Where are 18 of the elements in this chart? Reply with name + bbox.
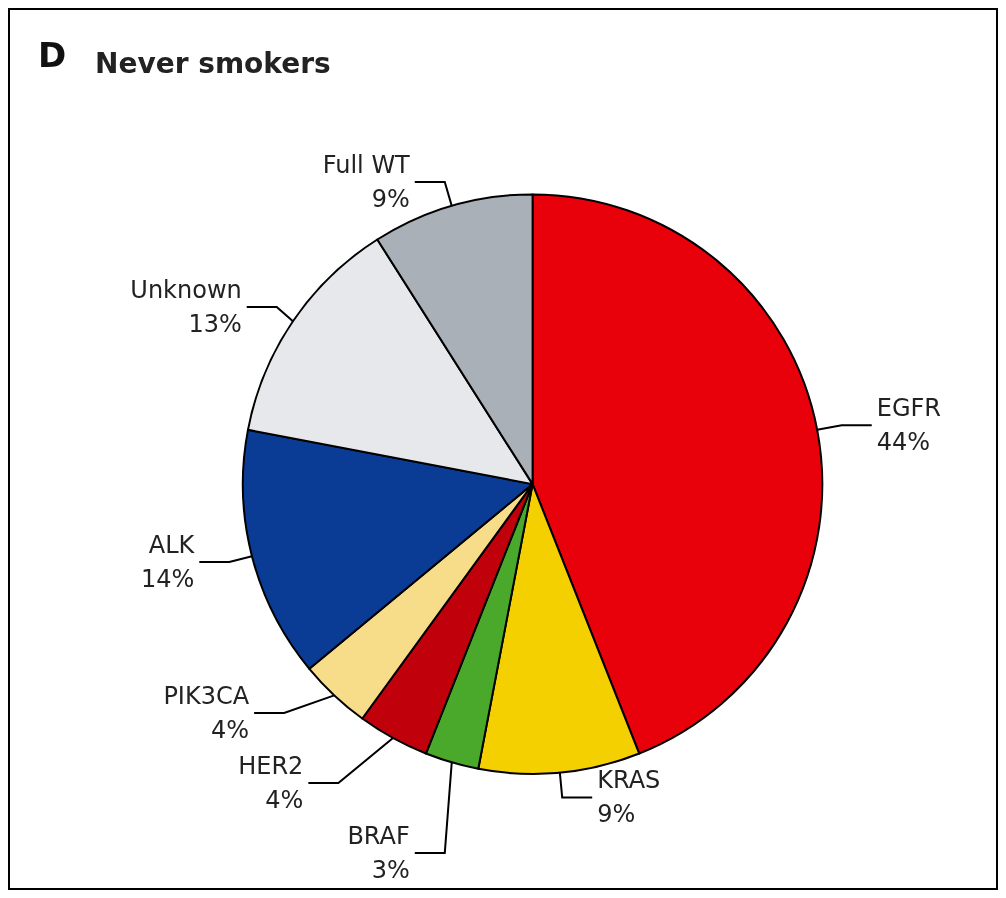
data-label: 13% [188,310,242,339]
data-label: 9% [371,184,410,213]
slice-label: KRAS [597,766,661,795]
slice-label: BRAF [347,822,410,850]
data-label: 44% [876,428,931,457]
data-label: 14% [140,564,195,593]
slice-label: Full WT [322,150,411,179]
data-label: 4% [265,786,304,814]
text: D [38,35,67,75]
slice-label: EGFR [876,394,941,423]
data-label: 3% [371,856,410,884]
slice-label: HER2 [238,752,304,780]
slice-label: Unknown [130,276,242,305]
slice-label: PIK3CA [163,682,250,710]
slice-label: ALK [148,530,196,559]
data-label: 9% [597,800,636,829]
chart-title: Never smokers [95,46,331,80]
data-label: 4% [211,716,250,744]
